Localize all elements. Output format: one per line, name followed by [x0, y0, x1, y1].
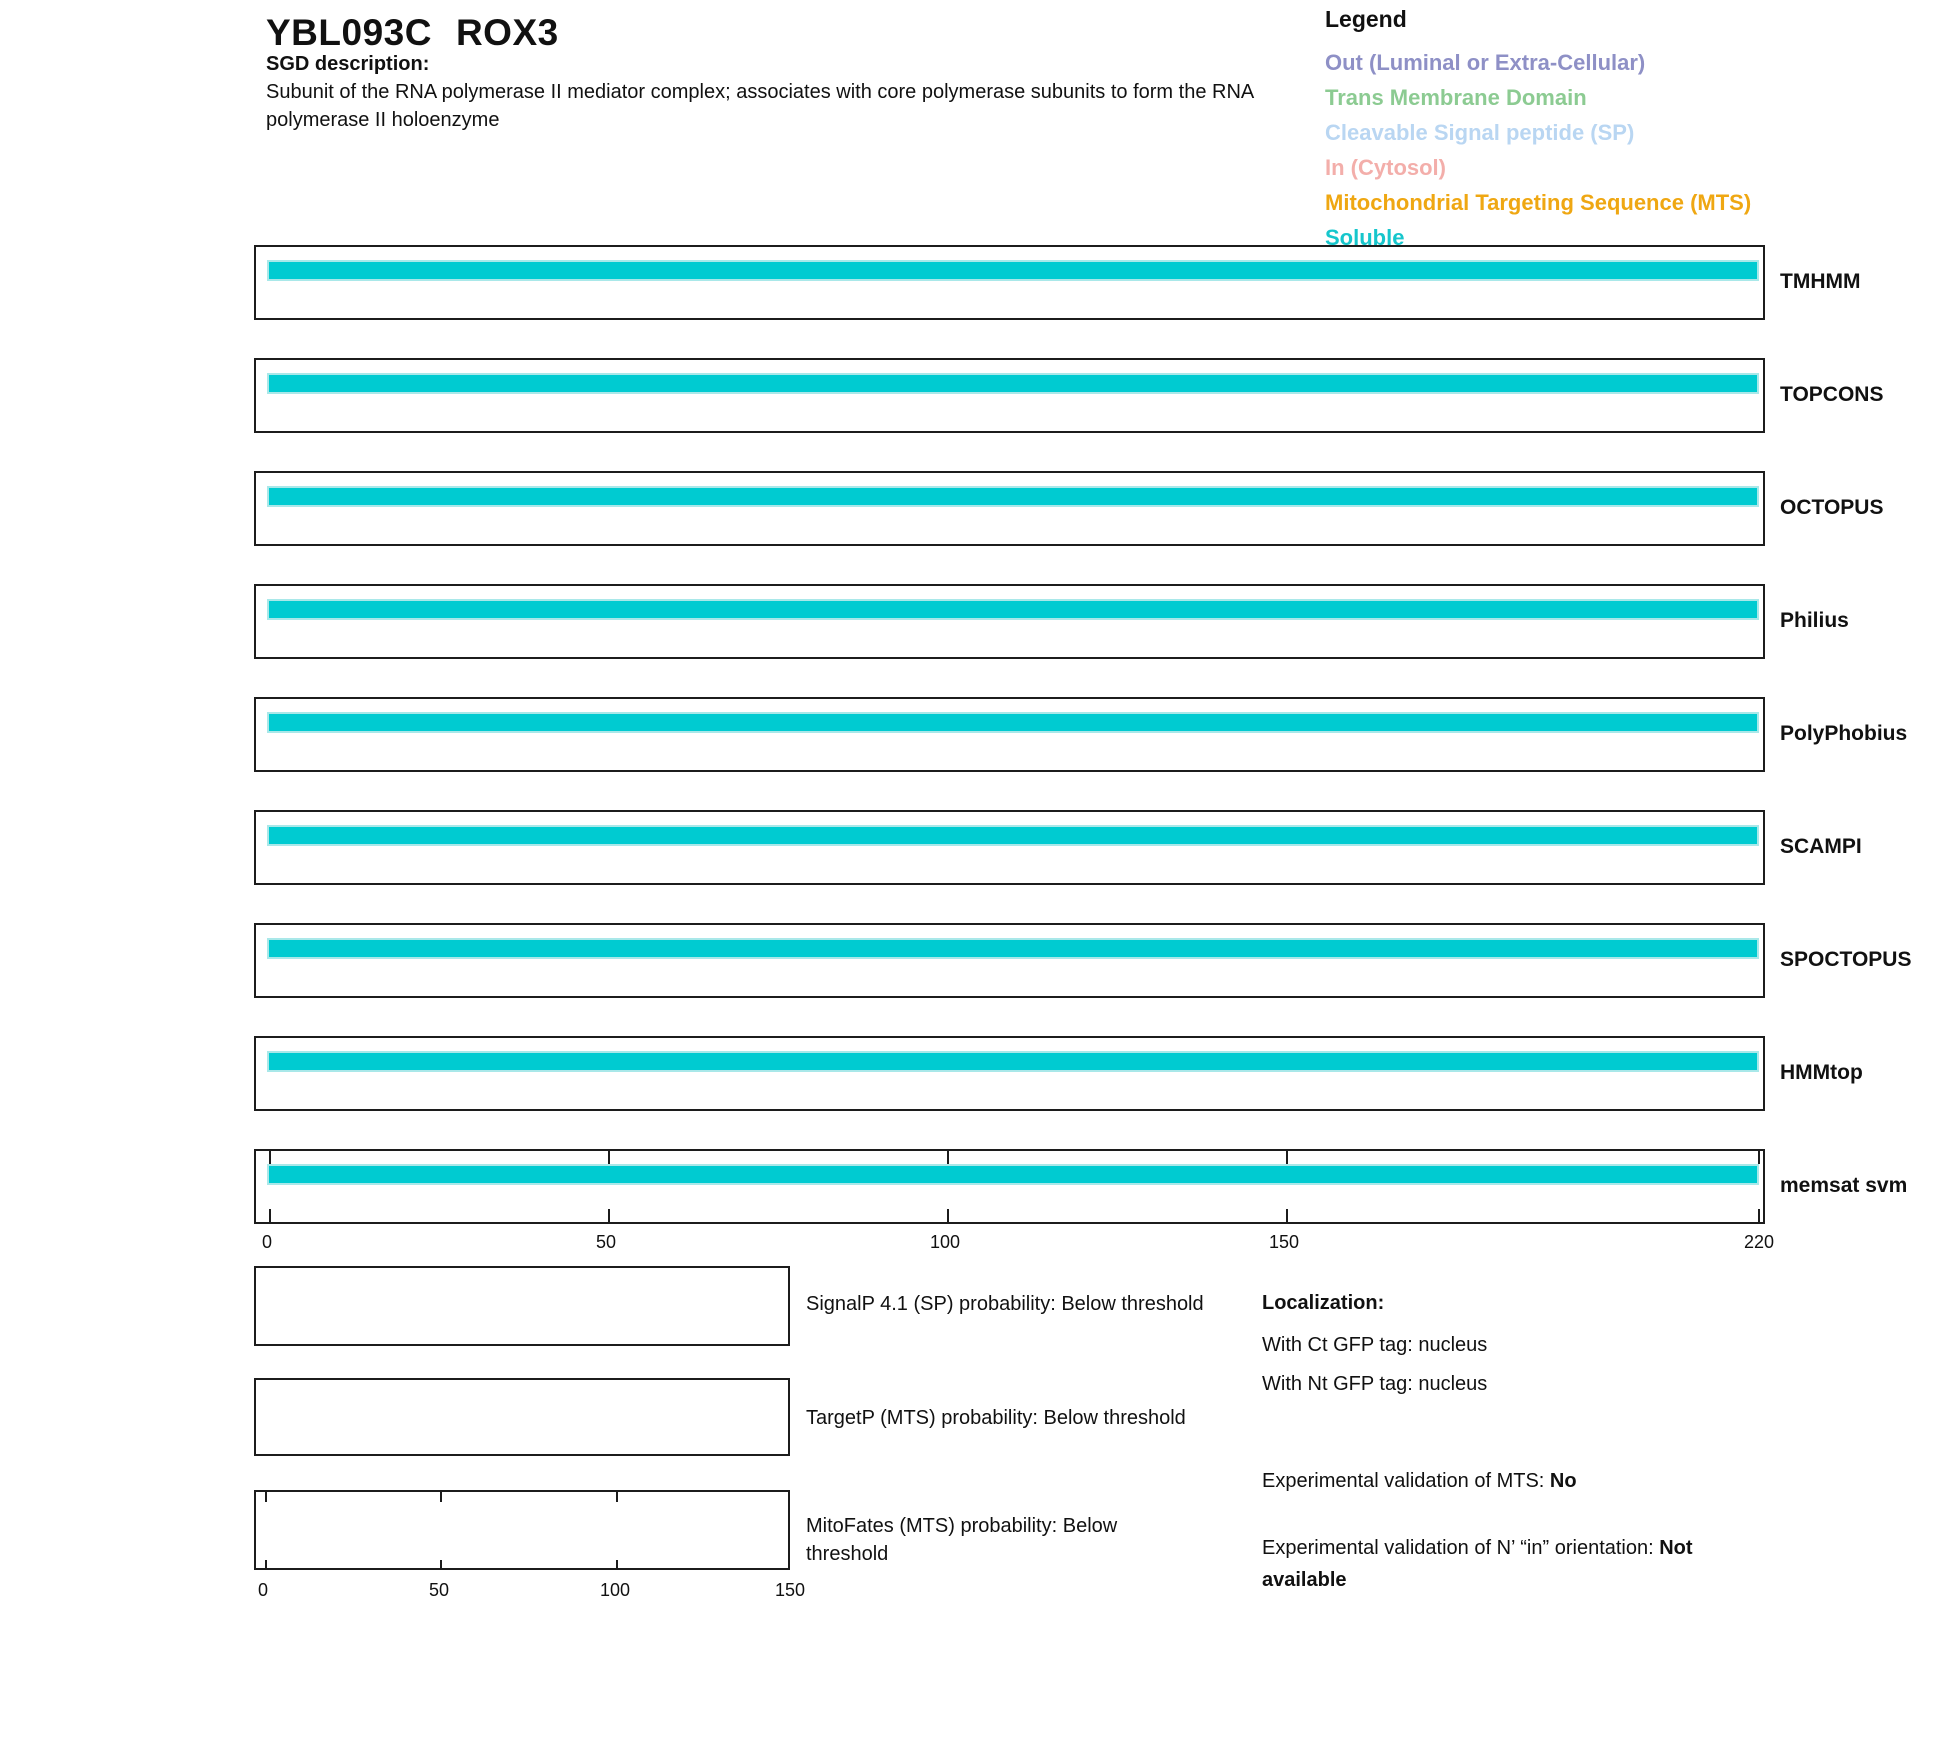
targetp-plot-box	[254, 1378, 790, 1456]
residue-axis-tick-label: 220	[1743, 1232, 1775, 1252]
track-plot-box	[254, 697, 1765, 772]
track-plot-box	[254, 810, 1765, 885]
legend-item-in-cytosol: In (Cytosol)	[1325, 155, 1446, 180]
prob-axis-tick-label: 100	[599, 1580, 631, 1600]
mts-validation-line: Experimental validation of MTS: No	[1262, 1466, 1577, 1496]
orientation-validation-label: Experimental validation of N’ “in” orien…	[1262, 1537, 1660, 1559]
signalp-plot-label: SignalP 4.1 (SP) probability: Below thre…	[806, 1293, 1204, 1315]
axis-tick	[608, 1151, 610, 1164]
soluble-prediction-bar	[267, 938, 1759, 959]
soluble-prediction-bar	[267, 599, 1759, 620]
soluble-prediction-bar	[267, 825, 1759, 846]
residue-axis-tick-label: 50	[595, 1232, 617, 1252]
axis-tick	[947, 1151, 949, 1164]
axis-tick	[608, 1209, 610, 1222]
legend-title: Legend	[1325, 6, 1407, 32]
prob-axis-tick-label: 150	[774, 1580, 806, 1600]
track-philius: Philius	[254, 584, 1950, 659]
track-plot-box	[254, 923, 1765, 998]
soluble-prediction-bar	[267, 373, 1759, 394]
track-label: HMMtop	[1780, 1061, 1863, 1084]
track-hmmtop: HMMtop	[254, 1036, 1950, 1111]
sgd-description-heading: SGD description:	[266, 53, 430, 75]
track-scampi: SCAMPI	[254, 810, 1950, 885]
axis-tick	[1286, 1151, 1288, 1164]
legend-item-out: Out (Luminal or Extra-Cellular)	[1325, 50, 1646, 75]
track-label: TOPCONS	[1780, 383, 1884, 406]
sgd-description-text: Subunit of the RNA polymerase II mediato…	[266, 81, 1254, 131]
track-plot-box	[254, 471, 1765, 546]
track-label: PolyPhobius	[1780, 722, 1908, 745]
axis-tick	[947, 1209, 949, 1222]
axis-tick	[440, 1492, 442, 1502]
track-spoctopus: SPOCTOPUS	[254, 923, 1950, 998]
track-octopus: OCTOPUS	[254, 471, 1950, 546]
track-polyphobius: PolyPhobius	[254, 697, 1950, 772]
axis-tick	[1758, 1209, 1760, 1222]
signalp-plot-box	[254, 1266, 790, 1346]
track-plot-box	[254, 245, 1765, 320]
gene-systematic-name: YBL093C	[266, 12, 432, 53]
axis-tick	[265, 1492, 267, 1502]
soluble-prediction-bar	[267, 260, 1759, 281]
soluble-prediction-bar	[267, 712, 1759, 733]
track-topcons: TOPCONS	[254, 358, 1950, 433]
track-label: SPOCTOPUS	[1780, 948, 1912, 971]
prob-axis-tick-label: 50	[428, 1580, 450, 1600]
track-label: SCAMPI	[1780, 835, 1862, 858]
page-title: YBL093C ROX3	[266, 12, 559, 54]
residue-axis-tick-label: 100	[929, 1232, 961, 1252]
legend-item-transmembrane: Trans Membrane Domain	[1325, 85, 1587, 110]
axis-tick	[269, 1209, 271, 1222]
gene-standard-name: ROX3	[455, 12, 559, 53]
legend-item-mts: Mitochondrial Targeting Sequence (MTS)	[1325, 190, 1752, 215]
track-memsat-svm: memsat svm	[254, 1149, 1950, 1224]
localization-ct-gfp: With Ct GFP tag: nucleus	[1262, 1334, 1488, 1356]
orientation-validation-line: Experimental validation of N’ “in” orien…	[1262, 1532, 1767, 1596]
track-label: memsat svm	[1780, 1174, 1908, 1197]
axis-tick	[1758, 1151, 1760, 1164]
residue-axis-tick-label: 0	[261, 1232, 273, 1252]
localization-nt-gfp: With Nt GFP tag: nucleus	[1262, 1373, 1488, 1395]
track-label: Philius	[1780, 609, 1849, 632]
track-plot-box	[254, 1149, 1765, 1224]
legend: Legend Out (Luminal or Extra-Cellular) T…	[1325, 6, 1751, 255]
soluble-prediction-bar	[267, 486, 1759, 507]
orientation-validation-value: Not available	[1262, 1537, 1693, 1591]
mitofates-plot-label: MitoFates (MTS) probability: Below thres…	[806, 1515, 1118, 1565]
track-plot-box	[254, 584, 1765, 659]
residue-axis-tick-label: 150	[1268, 1232, 1300, 1252]
track-tmhmm: TMHMM	[254, 245, 1950, 320]
axis-tick	[616, 1492, 618, 1502]
prob-axis-tick-label: 0	[257, 1580, 269, 1600]
mts-validation-value: No	[1549, 1470, 1577, 1492]
axis-tick	[269, 1151, 271, 1164]
axis-tick	[1286, 1209, 1288, 1222]
track-plot-box	[254, 358, 1765, 433]
axis-tick	[440, 1560, 442, 1568]
soluble-prediction-bar	[267, 1051, 1759, 1072]
axis-tick	[265, 1560, 267, 1568]
soluble-prediction-bar	[267, 1164, 1759, 1185]
legend-item-signal-peptide: Cleavable Signal peptide (SP)	[1325, 120, 1635, 145]
mts-validation-label: Experimental validation of MTS:	[1262, 1470, 1550, 1492]
axis-tick	[616, 1560, 618, 1568]
mitofates-plot-box	[254, 1490, 790, 1570]
track-plot-box	[254, 1036, 1765, 1111]
track-label: TMHMM	[1780, 270, 1861, 293]
targetp-plot-label: TargetP (MTS) probability: Below thresho…	[806, 1407, 1186, 1429]
localization-heading: Localization:	[1262, 1292, 1385, 1314]
track-label: OCTOPUS	[1780, 496, 1884, 519]
